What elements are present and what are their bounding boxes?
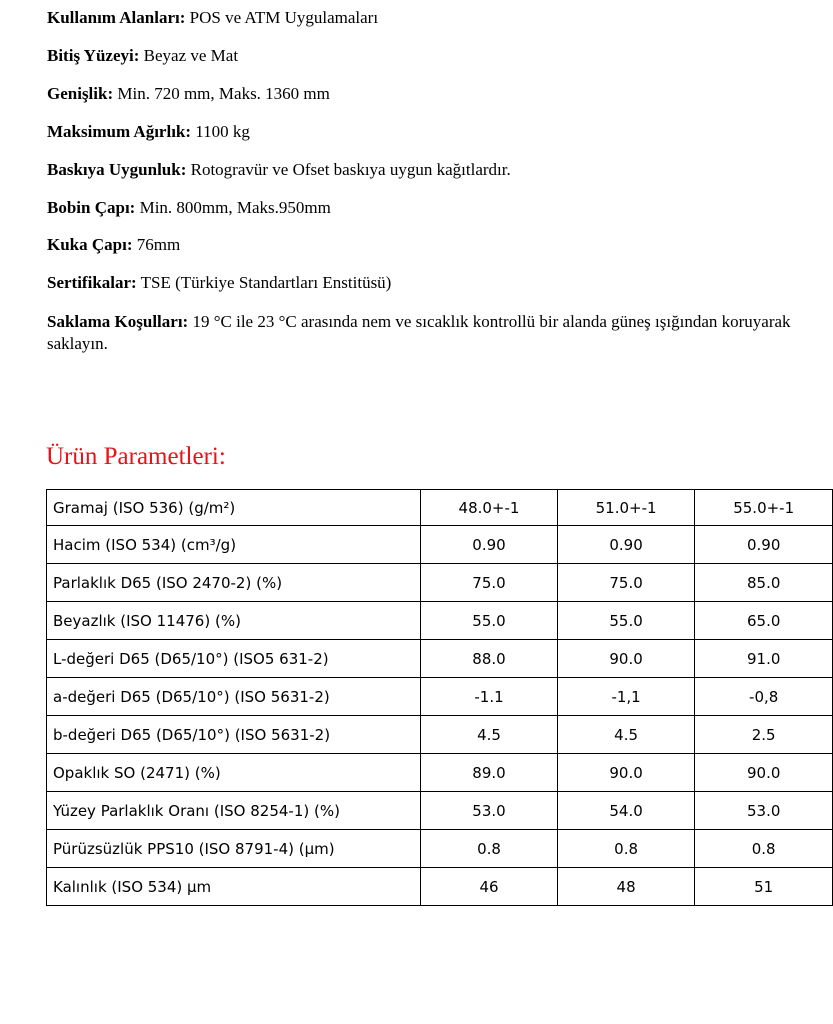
spec-value: 76mm (132, 235, 181, 254)
spec-line: Kullanım Alanları: POS ve ATM Uygulamala… (47, 7, 807, 29)
spec-value: Rotogravür ve Ofset baskıya uygun kağıtl… (186, 160, 511, 179)
spec-label: Baskıya Uygunluk: (47, 160, 187, 179)
value-cell: 55.0 (420, 601, 558, 640)
parameter-cell: Opaklık SO (2471) (%) (45, 753, 422, 792)
spec-value: TSE (Türkiye Standartları Enstitüsü) (136, 273, 392, 292)
value-cell: 4.5 (556, 715, 696, 754)
spec-label: Saklama Koşulları: (47, 312, 189, 331)
spec-line: Baskıya Uygunluk: Rotogravür ve Ofset ba… (47, 159, 807, 181)
value-cell: 53.0 (694, 791, 833, 830)
spec-label: Genişlik: (47, 84, 114, 103)
section-title: Ürün Parametleri: (46, 443, 226, 470)
value-cell: 90.0 (556, 753, 696, 792)
value-cell: 0.8 (420, 829, 558, 868)
value-cell: 55.0+-1 (694, 489, 833, 526)
table-row: Beyazlık (ISO 11476) (%) 55.0 55.0 65.0 (45, 601, 833, 640)
value-cell: 0.90 (694, 525, 833, 564)
table-row: Hacim (ISO 534) (cm³/g) 0.90 0.90 0.90 (45, 525, 833, 564)
parameter-cell: Pürüzsüzlük PPS10 (ISO 8791-4) (µm) (45, 829, 422, 868)
value-cell: 48.0+-1 (420, 489, 558, 526)
spec-value: Min. 720 mm, Maks. 1360 mm (113, 84, 330, 103)
spec-value: 1100 kg (191, 122, 250, 141)
value-cell: 48 (556, 867, 696, 906)
parameter-cell: L-değeri D65 (D65/10°) (ISO5 631-2) (45, 639, 422, 678)
value-cell: 46 (420, 867, 558, 906)
value-cell: 75.0 (420, 563, 558, 602)
spec-line: Kuka Çapı: 76mm (47, 234, 807, 256)
spec-value: Min. 800mm, Maks.950mm (135, 198, 331, 217)
table-row: a-değeri D65 (D65/10°) (ISO 5631-2) -1.1-… (45, 677, 833, 716)
spec-label: Bobin Çapı: (47, 198, 136, 217)
value-cell: 89.0 (420, 753, 558, 792)
value-cell: 0.90 (556, 525, 696, 564)
spec-line: Saklama Koşulları: 19 °C ile 23 °C arası… (47, 311, 807, 355)
value-cell: 4.5 (420, 715, 558, 754)
spec-label: Kullanım Alanları: (47, 8, 186, 27)
value-cell: 53.0 (420, 791, 558, 830)
value-cell: 51 (694, 867, 833, 906)
value-cell: 0.90 (420, 525, 558, 564)
spec-label: Bitiş Yüzeyi: (47, 46, 140, 65)
parameter-cell: Yüzey Parlaklık Oranı (ISO 8254-1) (%) (45, 791, 422, 830)
value-cell: 75.0 (556, 563, 696, 602)
spec-line: Sertifikalar: TSE (Türkiye Standartları … (47, 272, 807, 294)
table-row: L-değeri D65 (D65/10°) (ISO5 631-2) 88.0 9… (45, 639, 833, 678)
table-row: Parlaklık D65 (ISO 2470-2) (%) 75.0 75.0 85… (45, 563, 833, 602)
spec-label: Sertifikalar: (47, 273, 137, 292)
value-cell: 0.8 (556, 829, 696, 868)
value-cell: 88.0 (420, 639, 558, 678)
table-row: Gramaj (ISO 536) (g/m²) 48.0+-1 51.0+-1 55.… (45, 489, 833, 526)
spec-label: Kuka Çapı: (47, 235, 133, 254)
parameter-cell: Parlaklık D65 (ISO 2470-2) (%) (45, 563, 422, 602)
parameters-table: Gramaj (ISO 536) (g/m²) 48.0+-1 51.0+-1 55.… (45, 489, 833, 906)
table-row: Opaklık SO (2471) (%) 89.0 90.0 90.0 (45, 753, 833, 792)
parameter-cell: a-değeri D65 (D65/10°) (ISO 5631-2) (45, 677, 422, 716)
spec-line: Maksimum Ağırlık: 1100 kg (47, 121, 807, 143)
spec-label: Maksimum Ağırlık: (47, 122, 192, 141)
table-row: b-değeri D65 (D65/10°) (ISO 5631-2) 4.5 4.… (45, 715, 833, 754)
value-cell: 90.0 (694, 753, 833, 792)
parameter-cell: Kalınlık (ISO 534) µm (45, 867, 422, 906)
value-cell: -1,1 (556, 677, 696, 716)
value-cell: 65.0 (694, 601, 833, 640)
table-row: Yüzey Parlaklık Oranı (ISO 8254-1) (%) 53… (45, 791, 833, 830)
parameter-cell: Beyazlık (ISO 11476) (%) (45, 601, 422, 640)
parameter-cell: b-değeri D65 (D65/10°) (ISO 5631-2) (45, 715, 422, 754)
value-cell: 91.0 (694, 639, 833, 678)
spec-line: Bobin Çapı: Min. 800mm, Maks.950mm (47, 197, 807, 219)
spec-value: 19 °C ile 23 °C arasında nem ve sıcaklık… (47, 312, 791, 353)
spec-line: Bitiş Yüzeyi: Beyaz ve Mat (47, 45, 807, 67)
spec-value: Beyaz ve Mat (139, 46, 239, 65)
parameter-cell: Gramaj (ISO 536) (g/m²) (45, 489, 422, 526)
value-cell: 0.8 (694, 829, 833, 868)
spec-line: Genişlik: Min. 720 mm, Maks. 1360 mm (47, 83, 807, 105)
parameter-cell: Hacim (ISO 534) (cm³/g) (45, 525, 422, 564)
spec-value: POS ve ATM Uygulamaları (185, 8, 379, 27)
value-cell: 2.5 (694, 715, 833, 754)
value-cell: 90.0 (556, 639, 696, 678)
value-cell: -1.1 (420, 677, 558, 716)
table-row: Pürüzsüzlük PPS10 (ISO 8791-4) (µm) 0.8 0.… (45, 829, 833, 868)
value-cell: -0,8 (694, 677, 833, 716)
value-cell: 51.0+-1 (556, 489, 696, 526)
value-cell: 85.0 (694, 563, 833, 602)
table-row: Kalınlık (ISO 534) µm 46 48 51 (45, 867, 833, 906)
value-cell: 54.0 (556, 791, 696, 830)
value-cell: 55.0 (556, 601, 696, 640)
